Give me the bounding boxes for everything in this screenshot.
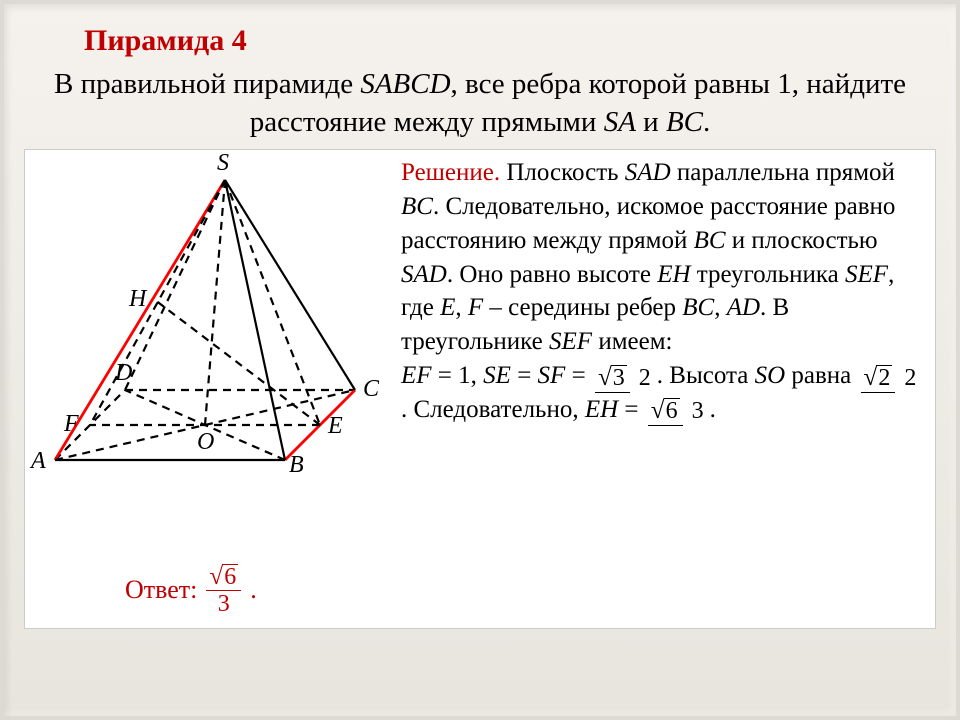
i5: EH (657, 261, 690, 288)
problem-p2: SA (604, 106, 636, 138)
f2n: 2 (876, 365, 892, 390)
i11: SO (755, 362, 786, 389)
s12: Следовательно, (414, 396, 585, 423)
frac-sf: 3 2 (595, 365, 654, 390)
s4: и плоскостью (726, 227, 878, 254)
problem-p1: SABCD (360, 68, 450, 100)
eq2: = (511, 362, 538, 389)
i3: BC (694, 227, 726, 254)
vertex-label-F: F (64, 411, 79, 438)
i2: BC (401, 193, 433, 220)
answer-frac: 6 3 (206, 564, 241, 616)
slide-title: Пирамида 4 (84, 24, 936, 58)
vertex-label-O: O (197, 429, 214, 456)
pyramid-diagram: S A B C D O E F H (25, 150, 395, 628)
frac-so: 2 2 (861, 365, 920, 390)
s5: . Оно равно высоте (447, 261, 657, 288)
i7: E (440, 294, 455, 321)
f3d: 3 (689, 397, 707, 424)
problem-t4: . (703, 106, 710, 138)
vertex-label-C: C (363, 376, 379, 403)
content-panel: SABCDOEFH Решение. Плоскость SAD паралле… (24, 149, 936, 629)
frac-eh: 6 3 (648, 398, 707, 423)
i1: SAD (625, 159, 671, 186)
ans-d: 3 (215, 591, 233, 616)
i8c: AD (727, 294, 760, 321)
vertex-label-D: D (115, 360, 132, 387)
vertex-label-A: A (31, 448, 46, 475)
eq2b: SF (538, 362, 566, 389)
eq1a: EF (401, 362, 432, 389)
ans-period: . (250, 575, 257, 605)
i7b: F (468, 294, 483, 321)
ans-n: 6 (222, 564, 238, 589)
s8: – середины ребер (483, 294, 682, 321)
s2: параллельна прямой (671, 159, 895, 186)
s1: Плоскость (500, 159, 625, 186)
solution-text: Решение. Плоскость SAD параллельна прямо… (395, 150, 935, 628)
period3: . (710, 396, 716, 423)
period1: . (657, 362, 663, 389)
s10: имеем: (592, 328, 672, 355)
s12b: = (618, 396, 645, 423)
problem-statement: В правильной пирамиде SABCD, все ребра к… (44, 66, 916, 141)
eq2a: SE (483, 362, 511, 389)
i9: SEF (549, 328, 592, 355)
problem-t3: и (636, 106, 666, 138)
s11b: равна (785, 362, 857, 389)
s11a: Высота (669, 362, 754, 389)
vertex-label-H: H (129, 286, 146, 313)
f3n: 6 (664, 398, 680, 423)
vertex-label-B: B (289, 452, 304, 479)
f1n: 3 (611, 365, 627, 390)
vertex-label-E: E (328, 413, 343, 440)
f2d: 2 (901, 364, 919, 391)
i12: EH (585, 396, 618, 423)
answer-line: Ответ: 6 3 . (125, 564, 257, 616)
vertex-label-S: S (217, 150, 229, 177)
two-column: SABCDOEFH Решение. Плоскость SAD паралле… (25, 150, 935, 628)
period2: . (401, 396, 407, 423)
i8: BC (682, 294, 714, 321)
s7b: , (455, 294, 468, 321)
eq2c: = (565, 362, 592, 389)
problem-p3: BC (666, 106, 703, 138)
slide-frame: Пирамида 4 В правильной пирамиде SABCD, … (0, 0, 960, 720)
i6: SEF (845, 261, 888, 288)
i4: SAD (401, 261, 447, 288)
eq1: = 1, (432, 362, 484, 389)
answer-label: Ответ: (125, 575, 197, 605)
problem-t1: В правильной пирамиде (54, 68, 360, 100)
f1d: 2 (636, 364, 654, 391)
s8b: , (714, 294, 727, 321)
s6: треугольника (691, 261, 846, 288)
solution-label: Решение. (401, 159, 500, 186)
